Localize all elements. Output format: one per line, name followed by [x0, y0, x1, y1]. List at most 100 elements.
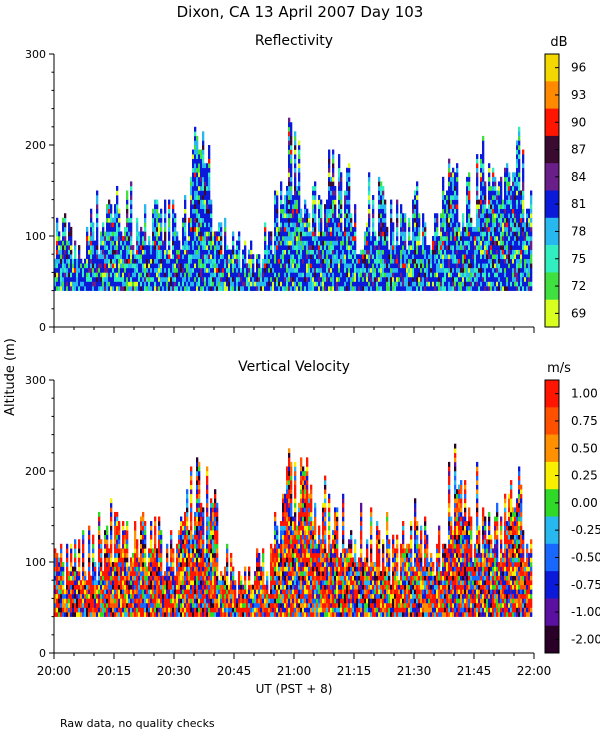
heatmap-cell [438, 254, 441, 260]
heatmap-cell [506, 286, 509, 291]
heatmap-cell [190, 258, 193, 264]
heatmap-cell [110, 566, 113, 572]
heatmap-cell [338, 276, 341, 282]
heatmap-cell [70, 249, 73, 255]
heatmap-cell [460, 267, 463, 273]
heatmap-cell [116, 213, 119, 219]
heatmap-cell [94, 281, 97, 287]
heatmap-cell [292, 249, 295, 255]
heatmap-cell [238, 272, 241, 278]
heatmap-cell [404, 213, 407, 219]
heatmap-cell [58, 584, 61, 590]
heatmap-cell [86, 272, 89, 278]
heatmap-cell [126, 539, 129, 545]
heatmap-cell [456, 267, 459, 273]
heatmap-cell [474, 254, 477, 260]
heatmap-cell [88, 286, 91, 291]
heatmap-cell [504, 276, 507, 282]
heatmap-cell [108, 562, 111, 567]
heatmap-cell [508, 240, 511, 246]
heatmap-cell [56, 286, 59, 291]
heatmap-cell [484, 204, 487, 209]
heatmap-cell [376, 286, 379, 291]
heatmap-cell [64, 245, 67, 250]
heatmap-cell [210, 204, 213, 209]
heatmap-cell [380, 208, 383, 214]
heatmap-cell [344, 286, 347, 291]
heatmap-cell [96, 602, 99, 608]
heatmap-cell [126, 190, 129, 196]
heatmap-cell [280, 263, 283, 269]
heatmap-cell [114, 521, 117, 526]
heatmap-cell [416, 195, 419, 200]
heatmap-cell [512, 272, 515, 278]
heatmap-cell [324, 204, 327, 209]
heatmap-cell [76, 598, 79, 604]
heatmap-cell [106, 543, 109, 549]
heatmap-cell [184, 267, 187, 273]
heatmap-cell [58, 598, 61, 604]
heatmap-cell [378, 240, 381, 246]
heatmap-cell [198, 195, 201, 200]
heatmap-cell [516, 258, 519, 264]
heatmap-cell [292, 236, 295, 241]
heatmap-cell [84, 589, 87, 595]
heatmap-cell [360, 267, 363, 273]
heatmap-cell [512, 208, 515, 214]
heatmap-cell [506, 240, 509, 246]
heatmap-cell [324, 272, 327, 278]
heatmap-cell [116, 245, 119, 250]
heatmap-cell [292, 263, 295, 269]
heatmap-cell [62, 249, 65, 255]
heatmap-cell [334, 208, 337, 214]
heatmap-cell [68, 571, 71, 576]
heatmap-cell [430, 258, 433, 264]
heatmap-cell [114, 258, 117, 264]
heatmap-cell [276, 258, 279, 264]
heatmap-cell [396, 267, 399, 273]
heatmap-cell [354, 245, 357, 250]
heatmap-cell [110, 598, 113, 604]
heatmap-cell [92, 263, 95, 269]
heatmap-cell [506, 267, 509, 273]
heatmap-cell [372, 249, 375, 255]
heatmap-cell [70, 258, 73, 264]
heatmap-cell [192, 190, 195, 196]
heatmap-cell [74, 562, 77, 567]
heatmap-cell [176, 267, 179, 273]
heatmap-cell [120, 272, 123, 278]
heatmap-cell [354, 204, 357, 209]
heatmap-cell [204, 204, 207, 209]
heatmap-cell [108, 571, 111, 576]
heatmap-cell [426, 249, 429, 255]
heatmap-cell [478, 217, 481, 223]
heatmap-cell [390, 249, 393, 255]
heatmap-cell [456, 195, 459, 200]
heatmap-cell [106, 548, 109, 554]
heatmap-cell [426, 267, 429, 273]
heatmap-cell [446, 254, 449, 260]
heatmap-cell [426, 263, 429, 269]
heatmap-cell [360, 276, 363, 282]
heatmap-cell [374, 245, 377, 250]
heatmap-cell [282, 267, 285, 273]
heatmap-cell [98, 575, 101, 581]
heatmap-cell [272, 254, 275, 260]
heatmap-cell [236, 254, 239, 260]
heatmap-cell [352, 258, 355, 264]
heatmap-cell [82, 539, 85, 545]
heatmap-cell [288, 258, 291, 264]
heatmap-cell [58, 240, 61, 246]
heatmap-cell [396, 208, 399, 214]
heatmap-cell [330, 199, 333, 205]
heatmap-cell [448, 217, 451, 223]
heatmap-cell [126, 272, 129, 278]
heatmap-cell [280, 281, 283, 287]
heatmap-cell [518, 249, 521, 255]
heatmap-cell [368, 267, 371, 273]
heatmap-cell [126, 213, 129, 219]
heatmap-cell [496, 190, 499, 196]
heatmap-cell [126, 571, 129, 576]
heatmap-cell [390, 217, 393, 223]
heatmap-cell [498, 208, 501, 214]
